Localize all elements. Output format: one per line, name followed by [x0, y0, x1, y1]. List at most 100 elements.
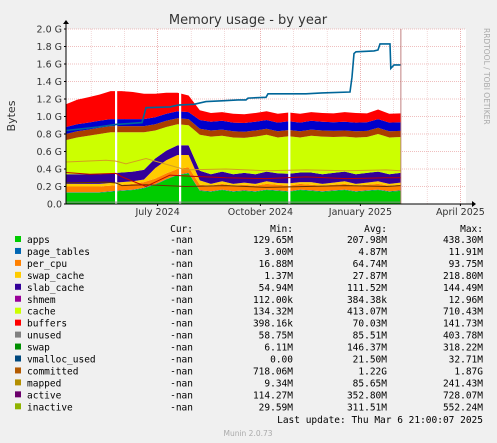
- legend-min: 112.00k: [253, 295, 293, 306]
- legend-row: swap_cache -nan 1.37M 27.87M 218.80M: [15, 271, 483, 282]
- legend-swatch: [15, 391, 21, 398]
- legend-name: vmalloc_used: [27, 355, 96, 366]
- line-committed: [65, 43, 401, 132]
- legend-max: 318.22M: [443, 343, 483, 354]
- y-tick-label: 0.6 G: [37, 147, 63, 158]
- legend-min: 9.34M: [264, 378, 293, 389]
- legend-swatch: [15, 379, 21, 386]
- legend-cur: -nan: [170, 343, 193, 354]
- y-tick-label: 1.6 G: [37, 60, 63, 71]
- legend-max: 438.30M: [443, 235, 483, 246]
- legend-avg: 85.65M: [353, 378, 388, 389]
- legend-row: cache -nan 134.32M 413.07M 710.43M: [15, 307, 483, 318]
- y-tick-label: 0.2 G: [37, 182, 63, 193]
- legend-swatch: [15, 283, 21, 290]
- legend-cur: -nan: [170, 390, 193, 401]
- y-tick-label: 0.0: [47, 200, 62, 211]
- x-tick-label: July 2024: [134, 207, 179, 218]
- legend-min: 54.94M: [259, 283, 294, 294]
- legend-max: 218.80M: [443, 271, 483, 282]
- legend-name: page_tables: [27, 247, 90, 258]
- legend-cur: -nan: [170, 259, 193, 270]
- legend-name: buffers: [27, 319, 67, 330]
- legend-max: 12.96M: [449, 295, 484, 306]
- series-lines: [65, 43, 401, 203]
- legend-name: active: [27, 390, 62, 401]
- legend-max: 141.73M: [443, 319, 483, 330]
- area-swap: [66, 91, 401, 127]
- legend-swatch: [15, 367, 21, 374]
- line-inactive: [65, 172, 401, 188]
- legend-swatch: [15, 259, 21, 266]
- legend-swatch: [15, 319, 21, 326]
- legend-row: swap -nan 6.11M 146.37M 318.22M: [15, 343, 483, 354]
- area-buffers: [66, 118, 401, 141]
- legend-max: 1.87G: [454, 366, 483, 377]
- legend-max: 93.75M: [449, 259, 484, 270]
- legend-name: per_cpu: [27, 259, 67, 270]
- y-tick-label: 1.0 G: [37, 112, 63, 123]
- legend-avg: 384.38k: [347, 295, 387, 306]
- legend-row: inactive -nan 29.59M 311.51M 552.24M: [15, 402, 483, 413]
- area-slab_cache: [66, 145, 401, 184]
- y-tick-label: 1.2 G: [37, 95, 63, 106]
- legend-cur: -nan: [170, 402, 193, 413]
- axes: 0.0 0.2 G 0.4 G 0.6 G 0.8 G 1.0 G 1.2 G 1.4 G 1.…: [37, 20, 485, 218]
- legend-min: 29.59M: [259, 402, 294, 413]
- legend-max: 403.78M: [443, 331, 483, 342]
- gap-marker: [115, 29, 118, 204]
- x-tick-label: October 2024: [228, 207, 293, 218]
- legend: Cur: Min: Avg: Max: apps -nan 129.65M 207.98M 43…: [15, 224, 483, 413]
- legend-swatch: [15, 307, 21, 314]
- legend-min: 114.27M: [253, 390, 293, 401]
- legend-avg: 1.22G: [358, 366, 387, 377]
- legend-row: unused -nan 58.75M 85.51M 403.78M: [15, 331, 483, 342]
- legend-header-cur: Cur:: [170, 224, 193, 235]
- legend-min: 129.65M: [253, 235, 293, 246]
- legend-name: slab_cache: [27, 283, 84, 294]
- legend-cur: -nan: [170, 271, 193, 282]
- legend-max: 710.43M: [443, 307, 483, 318]
- legend-min: 398.16k: [253, 319, 293, 330]
- legend-avg: 352.80M: [347, 390, 387, 401]
- legend-row: mapped -nan 9.34M 85.65M 241.43M: [15, 378, 483, 389]
- legend-cur: -nan: [170, 355, 193, 366]
- legend-swatch: [15, 236, 21, 242]
- legend-name: inactive: [27, 402, 73, 413]
- line-active: [65, 157, 401, 172]
- legend-row: active -nan 114.27M 352.80M 728.07M: [15, 390, 483, 401]
- y-axis-arrow: [63, 20, 69, 24]
- area-swap_cache: [66, 155, 401, 187]
- legend-cur: -nan: [170, 307, 193, 318]
- legend-row: buffers -nan 398.16k 70.03M 141.73M: [15, 319, 483, 330]
- gap-marker: [179, 29, 182, 204]
- legend-avg: 207.98M: [347, 235, 387, 246]
- y-axis-label: Bytes: [5, 100, 18, 131]
- legend-swatch: [15, 331, 21, 338]
- legend-row: vmalloc_used -nan 0.00 21.50M 32.71M: [15, 355, 483, 366]
- area-apps: [66, 173, 401, 204]
- legend-swatch: [15, 247, 21, 254]
- x-axis-arrow: [472, 201, 476, 207]
- line-mapped: [65, 181, 401, 188]
- legend-min: 134.32M: [253, 307, 293, 318]
- legend-avg: 311.51M: [347, 402, 387, 413]
- legend-name: unused: [27, 331, 61, 342]
- chart-title: Memory usage - by year: [169, 13, 328, 28]
- legend-min: 0.00: [270, 355, 293, 366]
- legend-name: committed: [27, 366, 78, 377]
- x-tick-label: January 2025: [328, 207, 392, 218]
- legend-cur: -nan: [170, 331, 193, 342]
- legend-cur: -nan: [170, 283, 193, 294]
- legend-header-min: Min:: [270, 224, 293, 235]
- legend-cur: -nan: [170, 366, 193, 377]
- legend-name: cache: [27, 307, 56, 318]
- legend-avg: 70.03M: [353, 319, 388, 330]
- legend-cur: -nan: [170, 295, 193, 306]
- last-update: Last update: Thu Mar 6 21:00:07 2025: [277, 415, 483, 426]
- legend-name: shmem: [27, 295, 56, 306]
- legend-avg: 21.50M: [353, 355, 388, 366]
- y-tick-label: 0.8 G: [37, 130, 63, 141]
